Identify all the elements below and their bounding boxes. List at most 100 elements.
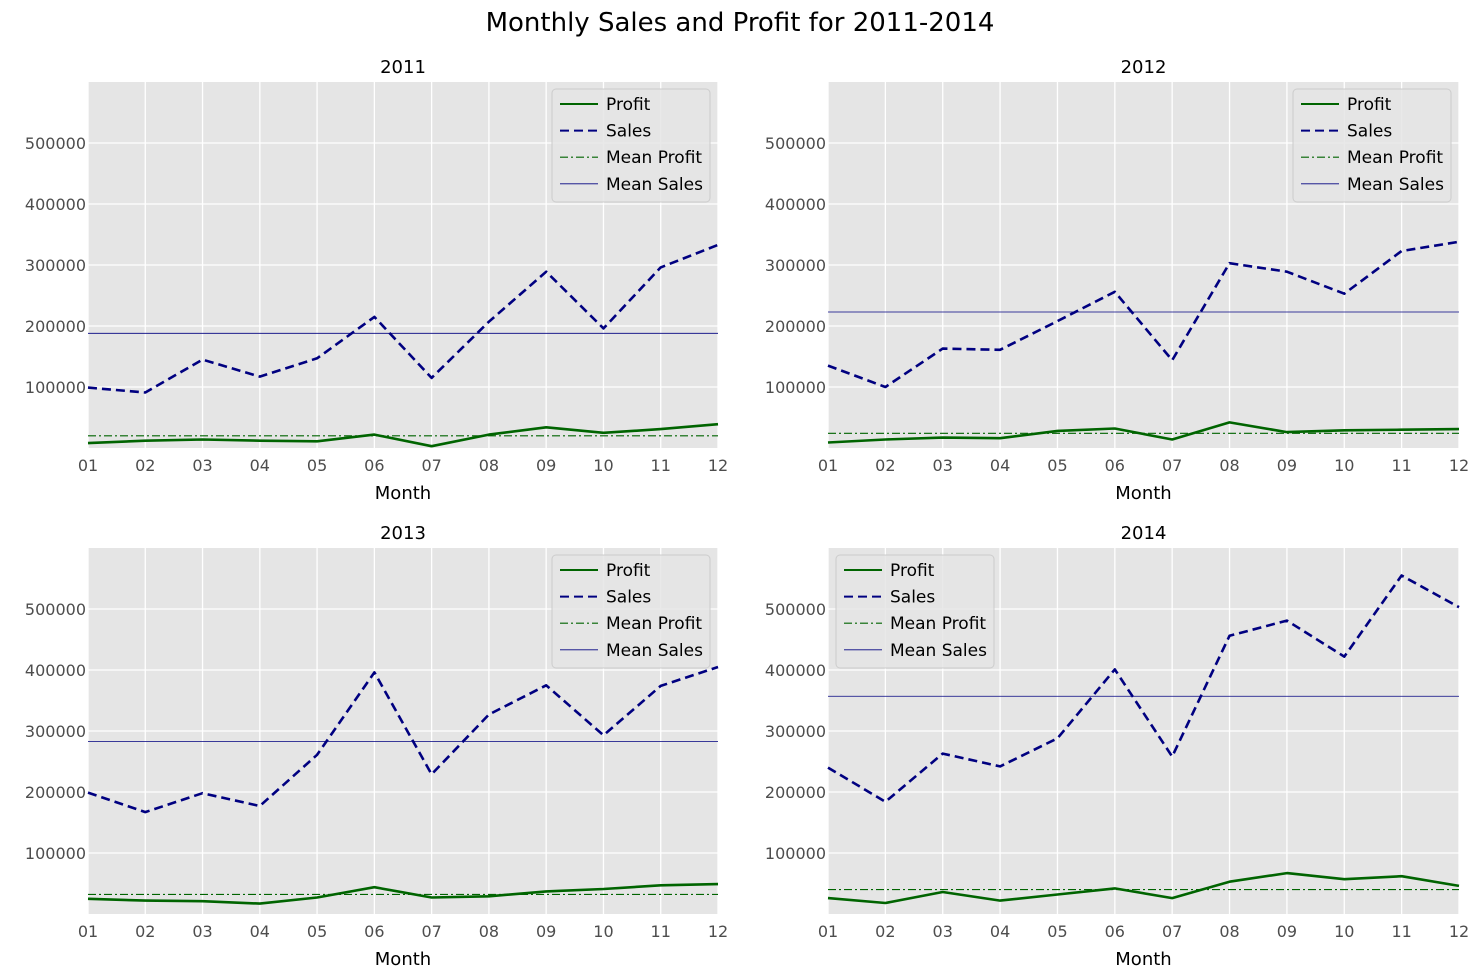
legend-label: Mean Sales <box>890 641 987 661</box>
x-tick-label: 09 <box>1277 456 1297 475</box>
legend: Profit Sales Mean Profit Mean Sales <box>1292 88 1452 203</box>
x-tick-label: 05 <box>1047 456 1067 475</box>
x-tick-label: 12 <box>1449 922 1469 941</box>
legend: Profit Sales Mean Profit Mean Sales <box>835 554 995 669</box>
x-tick-label: 08 <box>479 922 499 941</box>
x-tick-label: 06 <box>364 922 384 941</box>
legend-label: Mean Sales <box>606 175 703 195</box>
legend-label: Profit <box>606 95 651 115</box>
legend-label: Mean Profit <box>1347 148 1443 168</box>
series-line-sales <box>827 240 1460 389</box>
legend-label: Mean Profit <box>606 148 702 168</box>
legend: Profit Sales Mean Profit Mean Sales <box>551 88 711 203</box>
x-tick-label: 06 <box>1105 922 1125 941</box>
legend-label: Profit <box>1347 95 1392 115</box>
x-tick-label: 02 <box>875 456 895 475</box>
x-axis-label: Month <box>375 483 431 504</box>
legend-label: Mean Sales <box>1347 175 1444 195</box>
x-tick-label: 01 <box>78 456 98 475</box>
legend-label: Sales <box>890 588 935 608</box>
x-tick-label: 07 <box>1162 922 1182 941</box>
series-line-profit <box>87 882 719 905</box>
series-line-profit <box>827 871 1460 905</box>
y-tick-label: 200000 <box>765 783 826 802</box>
series-line-sales <box>827 574 1460 804</box>
y-tick-label: 400000 <box>25 195 86 214</box>
y-tick-label: 400000 <box>25 661 86 680</box>
subplot-title: 2012 <box>1121 57 1167 78</box>
legend-label: Mean Sales <box>606 641 703 661</box>
x-tick-label: 02 <box>135 922 155 941</box>
y-tick-label: 200000 <box>25 783 86 802</box>
y-tick-label: 500000 <box>765 134 826 153</box>
x-tick-label: 01 <box>78 922 98 941</box>
legend-frame <box>1292 88 1452 203</box>
x-tick-label: 06 <box>1105 456 1125 475</box>
x-tick-label: 01 <box>818 456 838 475</box>
x-tick-label: 08 <box>479 456 499 475</box>
subplot-2012: 01 02 03 04 05 06 07 08 09 10 11 12 100000 200000 3000… <box>765 57 1469 504</box>
legend-frame <box>835 554 995 669</box>
x-tick-label: 03 <box>192 456 212 475</box>
subplots: 01 02 03 04 05 06 07 08 09 10 11 12 100000 200000 3000… <box>25 57 1469 970</box>
x-tick-label: 01 <box>818 922 838 941</box>
x-axis-label: Month <box>1115 949 1171 970</box>
y-tick-label: 100000 <box>25 378 86 397</box>
legend-label: Profit <box>606 561 651 581</box>
y-tick-label: 300000 <box>25 256 86 275</box>
x-tick-label: 12 <box>708 922 728 941</box>
x-tick-label: 10 <box>1334 922 1354 941</box>
y-tick-label: 200000 <box>25 317 86 336</box>
x-tick-label: 02 <box>875 922 895 941</box>
x-tick-label: 04 <box>990 922 1010 941</box>
x-tick-label: 03 <box>933 922 953 941</box>
subplot-title: 2011 <box>380 57 426 78</box>
x-tick-label: 09 <box>536 456 556 475</box>
x-tick-label: 12 <box>708 456 728 475</box>
legend-label: Mean Profit <box>606 614 702 634</box>
x-tick-label: 03 <box>933 456 953 475</box>
legend-label: Mean Profit <box>890 614 986 634</box>
y-tick-label: 300000 <box>765 256 826 275</box>
x-tick-label: 11 <box>1391 456 1411 475</box>
y-tick-label: 200000 <box>765 317 826 336</box>
y-tick-label: 100000 <box>765 844 826 863</box>
figure-title: Monthly Sales and Profit for 2011-2014 <box>486 8 995 38</box>
series-line-profit <box>827 421 1460 444</box>
x-tick-label: 05 <box>307 456 327 475</box>
x-tick-label: 05 <box>307 922 327 941</box>
series-line-profit <box>87 422 719 448</box>
legend-frame <box>551 88 711 203</box>
y-tick-label: 500000 <box>25 600 86 619</box>
y-tick-label: 300000 <box>765 722 826 741</box>
legend-label: Sales <box>606 122 651 142</box>
x-tick-label: 12 <box>1449 456 1469 475</box>
x-tick-label: 09 <box>536 922 556 941</box>
legend-frame <box>551 554 711 669</box>
y-tick-label: 500000 <box>25 134 86 153</box>
y-tick-label: 400000 <box>765 195 826 214</box>
x-axis-label: Month <box>1115 483 1171 504</box>
y-tick-label: 300000 <box>25 722 86 741</box>
y-tick-label: 100000 <box>765 378 826 397</box>
x-tick-label: 08 <box>1219 456 1239 475</box>
x-tick-label: 05 <box>1047 922 1067 941</box>
x-tick-label: 03 <box>192 922 212 941</box>
x-tick-label: 08 <box>1219 922 1239 941</box>
x-tick-label: 07 <box>421 456 441 475</box>
x-tick-label: 09 <box>1277 922 1297 941</box>
legend: Profit Sales Mean Profit Mean Sales <box>551 554 711 669</box>
x-tick-label: 07 <box>1162 456 1182 475</box>
legend-label: Profit <box>890 561 935 581</box>
y-tick-label: 100000 <box>25 844 86 863</box>
y-tick-label: 500000 <box>765 600 826 619</box>
subplot-2014: 01 02 03 04 05 06 07 08 09 10 11 12 100000 200000 3000… <box>765 523 1469 970</box>
y-tick-label: 400000 <box>765 661 826 680</box>
x-tick-label: 04 <box>250 456 270 475</box>
legend-label: Sales <box>1347 122 1392 142</box>
x-tick-label: 10 <box>1334 456 1354 475</box>
subplot-title: 2014 <box>1121 523 1167 544</box>
x-tick-label: 10 <box>593 456 613 475</box>
x-tick-label: 02 <box>135 456 155 475</box>
